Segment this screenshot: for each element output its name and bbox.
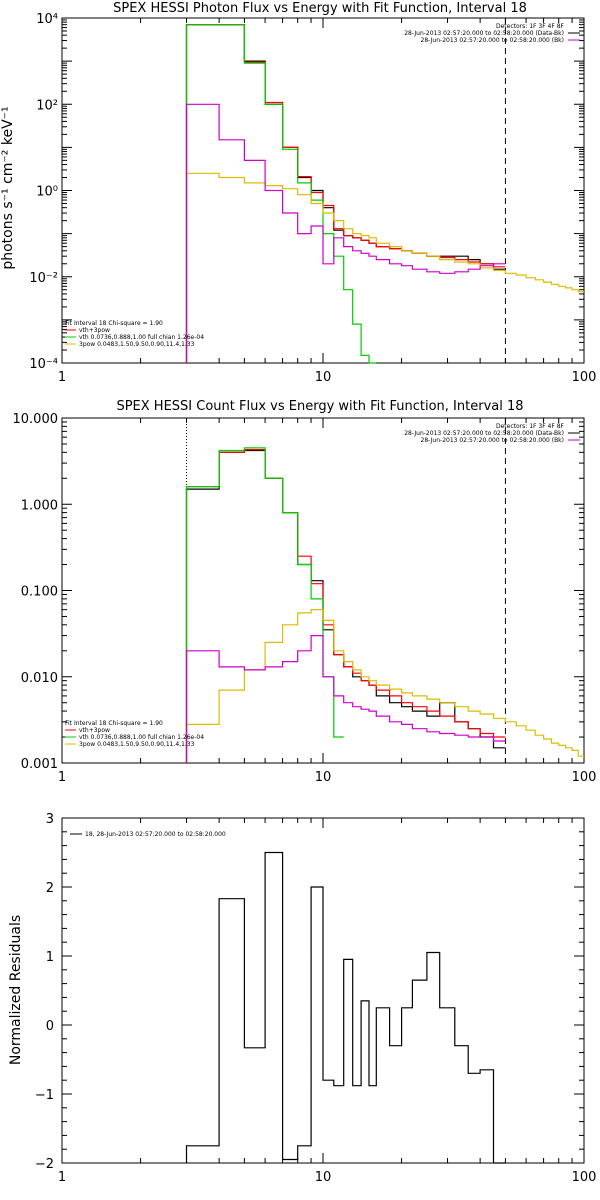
series-line [185, 172, 584, 363]
x-tick-label: 10 [315, 1170, 332, 1185]
legend-entry: 28-Jun-2013 02:57:20.000 to 02:58:20.000… [404, 30, 564, 37]
legend-entry: vth 0.0736,0.888,1.00 full chian 1.26e-0… [79, 734, 204, 741]
series-line [185, 447, 344, 763]
series-line [185, 851, 506, 1164]
legend-entry: Detectors: 1F 3F 4F 8F [496, 423, 565, 430]
legend-entry: 28-Jun-2013 02:57:20.000 to 02:58:20.000… [421, 437, 564, 444]
legend-entry: 28-Jun-2013 02:57:20.000 to 02:58:20.000… [421, 37, 564, 44]
legend-entry: vth+3pow [79, 727, 110, 734]
x-tick-label: 100 [572, 1170, 597, 1185]
y-tick-label: 1 [46, 950, 54, 965]
photon-flux-panel: SPEX HESSI Photon Flux vs Energy with Fi… [0, 1, 596, 385]
series-line [185, 24, 506, 363]
panel1-ylabel: photons s⁻¹ cm⁻² keV⁻¹ [0, 106, 16, 269]
series-line [185, 609, 584, 763]
y-tick-label: 10² [36, 98, 58, 113]
legend-entry: 28-Jun-2013 02:57:20.000 to 02:58:20.000… [404, 430, 564, 437]
residuals-panel: Normalized Residuals 1 10 100 −2 −1 0 1 2 3 18, 2… [8, 812, 596, 1185]
y-tick-label: 10.000 [13, 412, 59, 427]
legend-entry: Fit Interval 18 Chi-square = 1.90 [65, 720, 163, 727]
y-tick-label: −2 [35, 1157, 54, 1172]
y-tick-label: 3 [46, 812, 54, 827]
y-tick-label: 0.010 [21, 671, 58, 686]
panel2-title: SPEX HESSI Count Flux vs Energy with Fit… [116, 399, 523, 414]
y-tick-label: 2 [46, 881, 54, 896]
legend-entry: vth+3pow [79, 327, 110, 334]
panel3-ylabel: Normalized Residuals [8, 915, 24, 1065]
panel1-title: SPEX HESSI Photon Flux vs Energy with Fi… [113, 1, 527, 16]
y-tick-label: 0.001 [21, 757, 58, 772]
x-tick-label: 100 [572, 370, 597, 385]
series-line [185, 24, 377, 364]
x-tick-label: 10 [315, 770, 332, 785]
y-tick-label: −1 [35, 1088, 54, 1103]
x-tick-label: 100 [572, 770, 597, 785]
y-tick-label: 0.100 [21, 585, 58, 600]
y-tick-label: 10⁴ [36, 12, 58, 27]
series-line [185, 635, 506, 763]
y-tick-label: 10⁻² [29, 271, 58, 286]
series-line [185, 449, 506, 763]
legend-entry: vth 0.0736,0.888,1.00 full chian 1.26e-0… [79, 334, 204, 341]
count-flux-panel: SPEX HESSI Count Flux vs Energy with Fit… [13, 399, 597, 785]
x-tick-label: 1 [58, 770, 66, 785]
legend-entry: 18, 28-Jun-2013 02:57:20.000 to 02:58:20… [85, 831, 226, 838]
series-line [185, 103, 506, 363]
x-tick-label: 1 [58, 1170, 66, 1185]
x-tick-label: 1 [58, 370, 66, 385]
x-tick-label: 10 [315, 370, 332, 385]
series-line [185, 24, 506, 363]
legend-entry: 3pow 0.0483,1.50,9.50,0.90,11.4,1.33 [79, 341, 195, 348]
y-tick-label: 10⁻⁴ [29, 357, 58, 372]
y-tick-label: 10⁰ [36, 185, 58, 200]
series-line [185, 449, 506, 763]
legend-entry: Detectors: 1F 3F 4F 8F [496, 23, 565, 30]
y-tick-label: 0 [46, 1019, 54, 1034]
y-tick-label: 1.000 [21, 498, 58, 513]
legend-entry: Fit Interval 18 Chi-square = 1.90 [65, 320, 163, 327]
legend-entry: 3pow 0.0483,1.50,9.50,0.90,11.4,1.33 [79, 741, 195, 748]
